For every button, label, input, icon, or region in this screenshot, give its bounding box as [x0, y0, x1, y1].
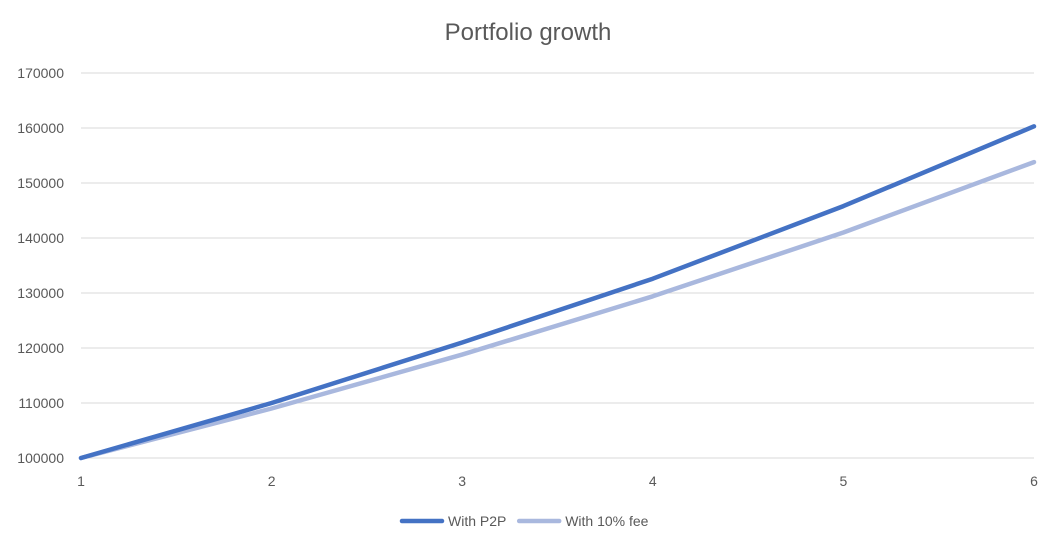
x-tick-label: 5: [840, 473, 848, 489]
x-axis-ticks: 1 2 3 4 5 6: [77, 473, 1038, 489]
y-tick-label: 130000: [17, 285, 64, 301]
y-tick-label: 120000: [17, 340, 64, 356]
legend-item-0[interactable]: With P2P: [399, 513, 506, 529]
y-tick-label: 100000: [17, 450, 64, 466]
y-tick-label: 160000: [17, 120, 64, 136]
chart-title: Portfolio growth: [445, 19, 612, 46]
x-tick-label: 1: [77, 473, 85, 489]
y-tick-label: 150000: [17, 175, 64, 191]
y-axis-ticks: 100000 110000 120000 130000 140000 150000 1600…: [17, 65, 64, 466]
x-tick-label: 2: [268, 473, 276, 489]
series-line-1: [78, 159, 1037, 461]
legend-label: With 10% fee: [565, 513, 648, 529]
legend[interactable]: With P2P With 10% fee: [399, 513, 649, 529]
series-lines: [78, 124, 1037, 461]
x-tick-label: 6: [1030, 473, 1038, 489]
x-tick-label: 4: [649, 473, 657, 489]
legend-item-1[interactable]: With 10% fee: [516, 513, 649, 529]
y-tick-label: 170000: [17, 65, 64, 81]
legend-label: With P2P: [448, 513, 506, 529]
y-tick-label: 110000: [18, 395, 64, 411]
y-tick-label: 140000: [17, 230, 64, 246]
x-tick-label: 3: [458, 473, 466, 489]
gridlines: [81, 72, 1034, 459]
series-line-0: [78, 124, 1037, 461]
